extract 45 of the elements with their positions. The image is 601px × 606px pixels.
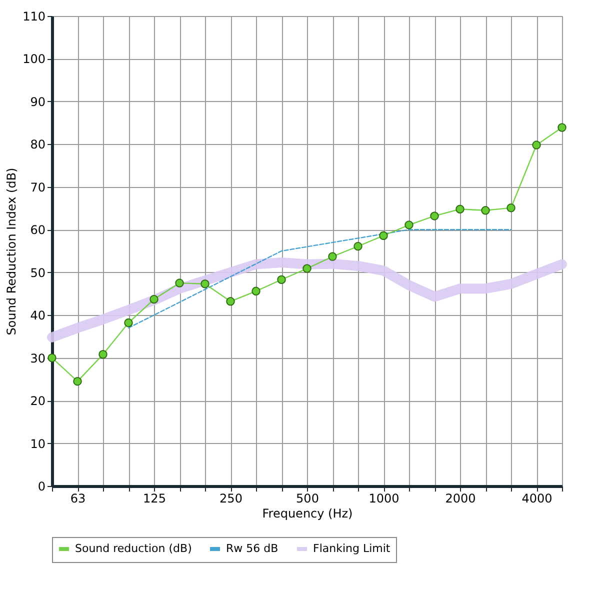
x-tick-label: 2000 (445, 492, 476, 506)
y-tick-label: 90 (30, 94, 46, 109)
x-tick-label: 250 (220, 492, 242, 506)
y-tick-label: 20 (30, 394, 46, 408)
legend-label: Rw 56 dB (226, 542, 278, 555)
point (277, 275, 286, 284)
y-tick-label: 10 (30, 436, 46, 451)
y-tick-label: 70 (30, 180, 46, 194)
point (226, 297, 235, 306)
point (124, 318, 133, 328)
point (430, 212, 439, 220)
point (379, 231, 388, 240)
point (532, 140, 541, 150)
point (48, 353, 56, 362)
x-tick-label: 63 (70, 492, 86, 506)
x-axis-title: Frequency (Hz) (262, 506, 353, 520)
point (481, 206, 490, 215)
point (98, 350, 108, 359)
point (175, 278, 184, 288)
legend-label: Sound reduction (dB) (75, 542, 192, 555)
y-tick-label: 50 (30, 266, 46, 280)
y-axis-title: Sound Reduction Index (dB) (4, 168, 19, 336)
point (506, 203, 516, 212)
point (302, 264, 312, 273)
point (404, 220, 414, 230)
x-tick-label: 125 (143, 492, 166, 506)
point (558, 123, 566, 132)
y-tick-label: 80 (30, 138, 46, 152)
x-tick-label: 4000 (522, 492, 552, 506)
point (73, 376, 82, 386)
y-tick-label: 0 (38, 480, 46, 494)
y-tick-label: 30 (30, 351, 46, 366)
x-tick-label: 500 (296, 492, 319, 506)
point (354, 242, 362, 251)
y-tick-label: 100 (22, 52, 46, 66)
point (200, 280, 210, 288)
y-tick-label: 60 (30, 223, 46, 238)
point (150, 294, 158, 304)
point (328, 252, 337, 261)
y-tick-label: 110 (22, 10, 46, 24)
x-tick-label: 1000 (368, 492, 400, 506)
y-tick-label: 40 (30, 308, 46, 323)
legend-label: Flanking Limit (313, 542, 391, 555)
point (456, 204, 464, 214)
point (252, 286, 260, 296)
